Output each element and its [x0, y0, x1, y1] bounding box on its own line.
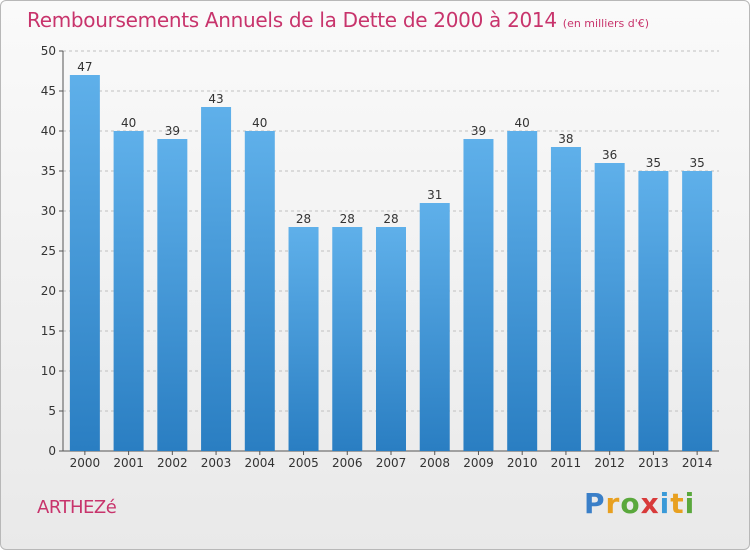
bar	[376, 227, 406, 451]
bar	[157, 139, 188, 451]
x-tick-label: 2014	[682, 456, 713, 470]
x-tick-label: 2006	[332, 456, 363, 470]
bar	[288, 227, 319, 451]
x-tick-label: 2010	[507, 456, 538, 470]
data-label: 39	[165, 124, 180, 138]
x-tick-label: 2000	[70, 456, 101, 470]
data-label: 35	[646, 156, 661, 170]
proxiti-logo: Proxiti	[584, 487, 695, 520]
x-tick-label: 2009	[463, 456, 494, 470]
y-tick-label: 25	[41, 244, 56, 258]
chart-title: Remboursements Annuels de la Dette de 20…	[27, 8, 649, 32]
y-tick-label: 50	[41, 44, 56, 58]
x-tick-label: 2013	[638, 456, 669, 470]
x-tick-label: 2008	[419, 456, 450, 470]
x-tick-label: 2002	[157, 456, 188, 470]
data-label: 38	[558, 132, 573, 146]
bar	[463, 139, 494, 451]
bar	[550, 147, 581, 451]
y-tick-label: 30	[41, 204, 56, 218]
data-label: 28	[296, 212, 311, 226]
y-tick-label: 10	[41, 364, 56, 378]
data-label: 40	[121, 116, 136, 130]
bar	[419, 203, 450, 451]
x-tick-label: 2007	[376, 456, 407, 470]
x-tick-label: 2005	[288, 456, 319, 470]
bar	[244, 131, 275, 451]
y-tick-label: 0	[48, 444, 56, 458]
data-label: 47	[77, 60, 92, 74]
y-tick-label: 15	[41, 324, 56, 338]
x-tick-label: 2012	[594, 456, 625, 470]
proxiti-logo-letter: i	[684, 487, 696, 520]
bar	[113, 131, 144, 451]
data-label: 35	[689, 156, 704, 170]
data-label: 40	[252, 116, 267, 130]
bar	[594, 163, 625, 451]
y-tick-label: 45	[41, 84, 56, 98]
data-label: 40	[515, 116, 530, 130]
data-label: 28	[340, 212, 355, 226]
data-label: 31	[427, 188, 442, 202]
proxiti-logo-letter: r	[605, 487, 621, 520]
commune-name: ARTHEZé	[37, 497, 117, 518]
data-label: 36	[602, 148, 617, 162]
bar	[201, 107, 232, 451]
data-label: 39	[471, 124, 486, 138]
x-tick-label: 2011	[551, 456, 582, 470]
bar	[332, 227, 363, 451]
chart-title-main: Remboursements Annuels de la Dette de 20…	[27, 8, 557, 32]
x-tick-label: 2003	[201, 456, 232, 470]
x-tick-label: 2004	[245, 456, 276, 470]
y-tick-label: 5	[48, 404, 56, 418]
y-tick-label: 20	[41, 284, 56, 298]
bars	[69, 75, 713, 451]
chart-title-unit: (en milliers d'€)	[562, 17, 650, 30]
proxiti-logo-letter: o	[620, 487, 641, 520]
y-tick-label: 40	[41, 124, 56, 138]
proxiti-logo-letter: i	[659, 487, 671, 520]
data-label: 43	[208, 92, 223, 106]
bar	[638, 171, 669, 451]
proxiti-logo-letter: t	[670, 487, 685, 520]
y-tick-label: 35	[41, 164, 56, 178]
labels: 0 5 10 15 20 25 30 35 40 45 50 47 2000 40 2001 39 2002 43…	[41, 44, 713, 470]
bar	[682, 171, 713, 451]
proxiti-logo-letter: x	[640, 487, 660, 520]
bar	[69, 75, 100, 451]
bar	[507, 131, 538, 451]
proxiti-logo-letter: P	[584, 487, 606, 520]
data-label: 28	[383, 212, 398, 226]
x-tick-label: 2001	[113, 456, 144, 470]
